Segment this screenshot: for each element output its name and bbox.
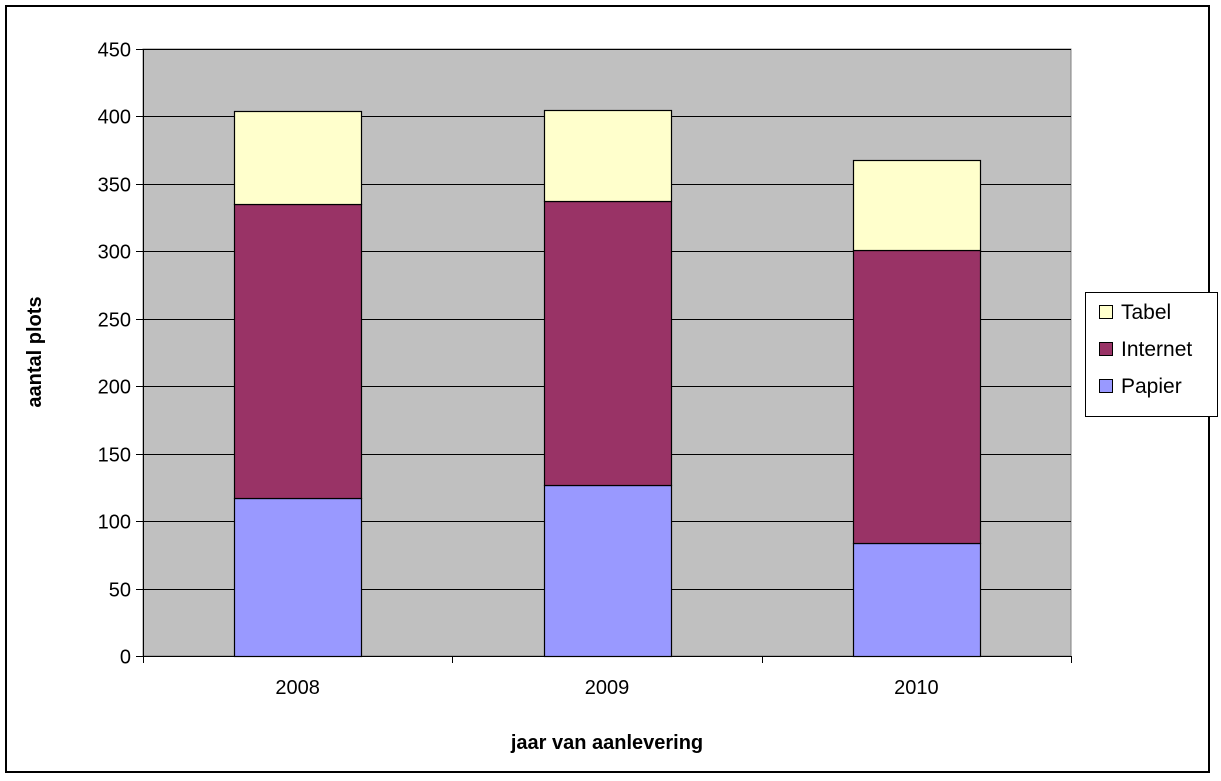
legend-swatch-papier (1099, 379, 1113, 393)
axes (136, 49, 1072, 663)
x-tick-label: 2009 (585, 677, 630, 699)
bar-papier-2008 (233, 497, 363, 658)
y-axis-title: aantal plots (24, 296, 46, 407)
y-tick-label: 250 (98, 310, 131, 332)
y-tick-label: 400 (98, 107, 131, 129)
x-axis-title: jaar van aanlevering (510, 732, 703, 754)
y-tick-labels: 0 50 100 150 200 250 300 350 400 450 (98, 40, 131, 669)
x-tick-labels: 2008 2009 2010 (275, 677, 938, 699)
y-tick-label: 150 (98, 445, 131, 467)
legend: Tabel Internet Papier (1085, 292, 1218, 417)
legend-label-internet: Internet (1121, 338, 1192, 361)
legend-swatch-internet (1099, 342, 1113, 356)
y-tick-label: 350 (98, 175, 131, 197)
legend-label-papier: Papier (1121, 375, 1182, 398)
bar-internet-2009 (543, 200, 673, 487)
y-tick-label: 50 (109, 580, 131, 602)
bar-internet-2010 (852, 249, 982, 545)
y-tick-label: 450 (98, 40, 131, 62)
bar-tabel-2008 (233, 110, 363, 206)
bar-tabel-2010 (852, 159, 982, 252)
y-tick-label: 300 (98, 242, 131, 264)
y-tick-label: 100 (98, 512, 131, 534)
x-tick-label: 2010 (894, 677, 939, 699)
bar-internet-2008 (233, 203, 363, 500)
bar-papier-2009 (543, 484, 673, 658)
bars (233, 109, 982, 658)
legend-swatch-tabel (1099, 305, 1113, 319)
legend-label-tabel: Tabel (1121, 301, 1171, 324)
bar-tabel-2009 (543, 109, 673, 203)
y-tick-label: 0 (120, 647, 131, 669)
y-tick-label: 200 (98, 377, 131, 399)
bar-papier-2010 (852, 542, 982, 658)
x-tick-label: 2008 (275, 677, 320, 699)
